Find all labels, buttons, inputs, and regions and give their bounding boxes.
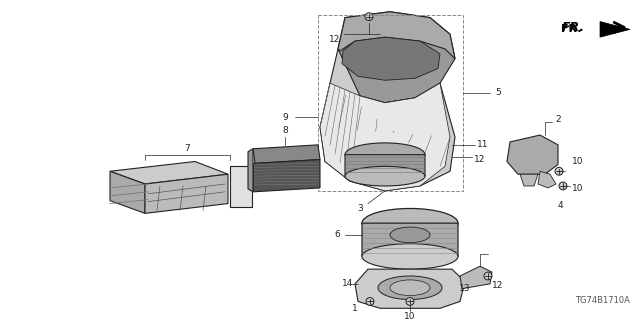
Ellipse shape [559,182,567,190]
Ellipse shape [390,280,430,296]
Bar [230,166,252,207]
Polygon shape [338,12,455,59]
Polygon shape [253,160,320,192]
Polygon shape [538,171,556,188]
Polygon shape [355,269,465,308]
Ellipse shape [484,272,492,280]
Ellipse shape [378,276,442,300]
Text: 12: 12 [330,35,340,44]
Text: 5: 5 [495,88,501,98]
Text: 12: 12 [492,281,504,290]
Polygon shape [110,162,228,184]
Polygon shape [248,149,253,192]
Ellipse shape [390,227,430,243]
Polygon shape [460,266,492,289]
Ellipse shape [362,244,458,269]
Ellipse shape [345,166,425,186]
Polygon shape [320,49,455,191]
Text: 13: 13 [460,284,471,293]
Ellipse shape [366,298,374,305]
Bar [318,15,463,191]
Text: 6: 6 [334,230,340,239]
Text: 2: 2 [555,115,561,124]
Text: 4: 4 [557,201,563,210]
Polygon shape [320,83,450,191]
Ellipse shape [555,167,563,175]
Text: 10: 10 [572,184,584,193]
Text: 3: 3 [357,204,363,213]
Polygon shape [507,135,558,174]
Ellipse shape [345,143,425,166]
Polygon shape [600,21,630,37]
Polygon shape [253,145,320,164]
Text: 12: 12 [474,155,486,164]
Ellipse shape [406,298,414,305]
Polygon shape [145,174,228,213]
Text: 7: 7 [184,144,190,153]
Polygon shape [342,37,440,80]
Ellipse shape [365,13,373,20]
Text: 1: 1 [352,304,358,313]
Polygon shape [345,155,425,184]
Text: 11: 11 [477,140,489,149]
Text: 8: 8 [282,126,288,135]
Text: TG74B1710A: TG74B1710A [575,296,630,305]
Polygon shape [520,174,538,186]
Text: FR.: FR. [562,21,585,34]
Polygon shape [110,171,145,213]
Polygon shape [338,12,455,103]
Text: 9: 9 [282,113,288,122]
Text: 10: 10 [404,312,416,320]
Ellipse shape [362,208,458,238]
Text: 14: 14 [342,279,354,288]
Text: 10: 10 [572,157,584,166]
Text: FR.: FR. [561,24,582,34]
Polygon shape [362,223,458,266]
